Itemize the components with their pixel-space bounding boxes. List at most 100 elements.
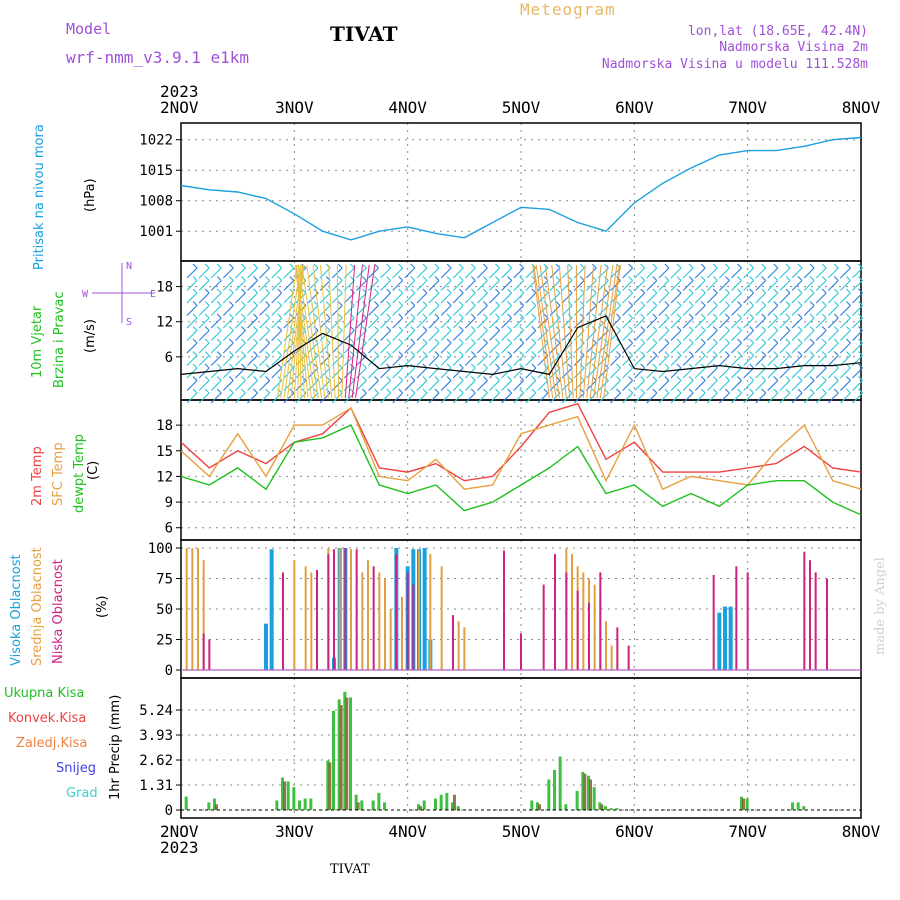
wind-barb-flag [398,376,404,381]
wind-barb [428,267,440,279]
wind-barb-flag [470,338,476,344]
legend-hail: Grad [66,786,98,801]
pressure-series-line [180,136,862,241]
compass-w-label: W [82,289,89,300]
wind-barb [634,392,646,404]
wind-fan-line [297,264,302,399]
wind-barb-flag [313,263,319,269]
wind-barb [537,355,549,366]
wind-barb-flag [325,301,331,306]
wind-barb [513,380,525,391]
wind-barb-flag [858,263,863,269]
wind-barb [210,330,222,341]
wind-barb [755,330,767,341]
wind-barb [573,280,585,291]
wind-barb-flag [737,326,742,331]
wind-barb-flag [446,338,452,344]
y-tick-label: 0 [165,803,173,819]
wind-barb [682,317,694,329]
wind-barb [234,342,246,354]
wind-barb [392,317,404,329]
wind-barb [803,355,815,366]
wind-barb-flag [361,351,367,356]
wind-barb [380,342,392,354]
wind-barb [404,367,416,379]
wind-fan-line [603,264,621,399]
wind-barb [464,355,476,366]
wind-barb [368,392,379,404]
wind-barb [670,330,682,341]
wind-barb [464,392,476,404]
wind-barb [646,330,658,341]
cloud-bar [350,549,352,670]
wind-barb [489,342,500,354]
bottom-day-label: 7NOV [728,822,767,841]
wind-barb-flag [821,288,827,294]
wind-barb [392,280,404,291]
wind-barb [767,292,779,304]
wind-barb-flag [640,276,646,281]
wind-barb [658,292,670,304]
elevation-label: Nadmorska Visina 2m [719,40,868,55]
wind-barb [718,367,730,379]
wind-barb [525,330,537,341]
wind-barb-flag [301,288,307,294]
wind-barb-flag [652,276,658,281]
wind-barb-flag [785,351,791,356]
wind-barb [767,330,779,341]
wind-barb [513,342,525,354]
wind-barb [622,380,634,391]
wind-barb [743,280,755,291]
wind-barb-flag [700,351,706,356]
wind-barb [743,305,755,316]
wind-barb [416,280,428,291]
wind-barb-flag [761,326,767,331]
wind-barb [186,305,198,316]
wind-barb [779,330,791,341]
wind-barb-flag [652,388,658,394]
wind-barb [694,355,706,366]
wind-barb-flag [386,338,392,344]
cloud-bar [378,572,381,670]
wind-barb-flag [507,351,513,356]
wind-barb-flag [628,351,634,356]
wind-barb-flag [700,263,706,269]
wind-barb-flag [398,338,404,344]
wind-barb [489,392,500,404]
wind-barb-flag [434,288,440,294]
wind-barb-flag [712,326,718,331]
wind-barb [646,292,658,304]
wind-barb-flag [422,301,428,306]
wind-barb-flag [652,263,658,269]
wind-barb [464,292,476,304]
wind-barb [815,355,827,366]
wind-barb-flag [797,326,803,331]
wind-barb-flag [724,376,730,381]
wind-barb-flag [410,388,416,394]
precip-bar [215,804,218,810]
wind-barb [779,367,791,379]
precip-bar [292,787,296,810]
wind-barb [718,317,730,329]
wind-barb [404,280,416,291]
compass-e-label: E [150,289,156,300]
wind-barb-flag [664,338,670,344]
wind-barb [392,355,404,366]
wind-barb-flag [361,388,367,394]
wind-barb-flag [192,313,198,319]
wind-barb [283,280,295,291]
wind-barb-flag [495,388,500,394]
wind-barb-flag [833,376,839,381]
wind-barb [525,305,537,316]
wind-barb-flag [688,313,694,319]
wind-barb-flag [337,326,343,331]
wind-barb-flag [434,263,440,269]
wind-barb [731,367,742,379]
wind-barb [440,305,452,316]
wind-barb-flag [216,376,222,381]
wind-barb [585,342,597,354]
wind-barb-flag [773,388,779,394]
wind-barb-flag [495,301,500,306]
wind-barb-flag [845,288,851,294]
precip-bar [592,787,596,810]
